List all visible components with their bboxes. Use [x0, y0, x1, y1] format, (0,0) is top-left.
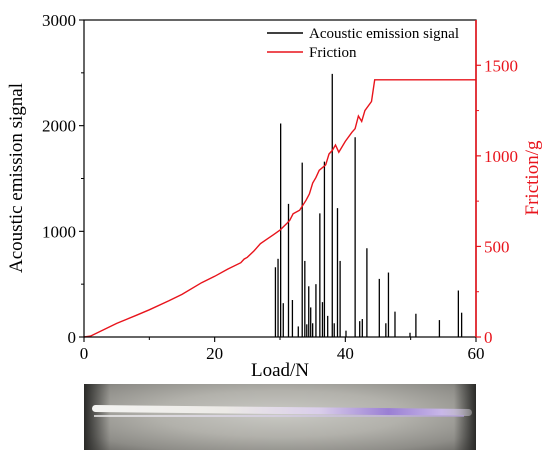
- photo-vignette-right: [454, 384, 476, 450]
- y2-axis-title: Friction/g: [522, 140, 543, 215]
- ae-spike-group: [274, 73, 463, 337]
- x-tick-label: 0: [80, 344, 89, 363]
- legend-label-friction: Friction: [309, 45, 357, 61]
- scratch-track-edge: [94, 415, 464, 417]
- x-axis-title: Load/N: [251, 360, 309, 380]
- y2-tick-group: 0 500 1000 1500: [476, 56, 518, 347]
- y-axis-title: Acoustic emission signal: [6, 83, 27, 273]
- y-tick-label: 3000: [42, 11, 76, 30]
- y-tick-label: 2000: [42, 117, 76, 136]
- y-tick-label: 1000: [42, 222, 76, 241]
- x-tick-label: 40: [337, 344, 354, 363]
- plot-frame: [83, 19, 477, 338]
- y2-tick-label: 0: [484, 328, 493, 347]
- dual-axis-chart: 0 20 40 60 0 1000 2000 3000 0 500 1000 1500 Load/…: [6, 11, 543, 380]
- y-tick-label: 0: [68, 328, 77, 347]
- legend-label-ae: Acoustic emission signal: [309, 26, 459, 42]
- y2-tick-label: 1000: [484, 147, 518, 166]
- scratch-track-photo: [84, 384, 476, 450]
- y2-tick-label: 1500: [484, 56, 518, 75]
- friction-line: [83, 79, 476, 338]
- y-tick-group: 0 1000 2000 3000: [42, 11, 84, 347]
- y2-tick-label: 500: [484, 237, 510, 256]
- photo-vignette-left: [84, 384, 110, 450]
- x-tick-label: 60: [468, 344, 485, 363]
- x-tick-label: 20: [206, 344, 223, 363]
- legend: Acoustic emission signal Friction: [267, 26, 459, 61]
- x-tick-group: 0 20 40 60: [80, 337, 485, 363]
